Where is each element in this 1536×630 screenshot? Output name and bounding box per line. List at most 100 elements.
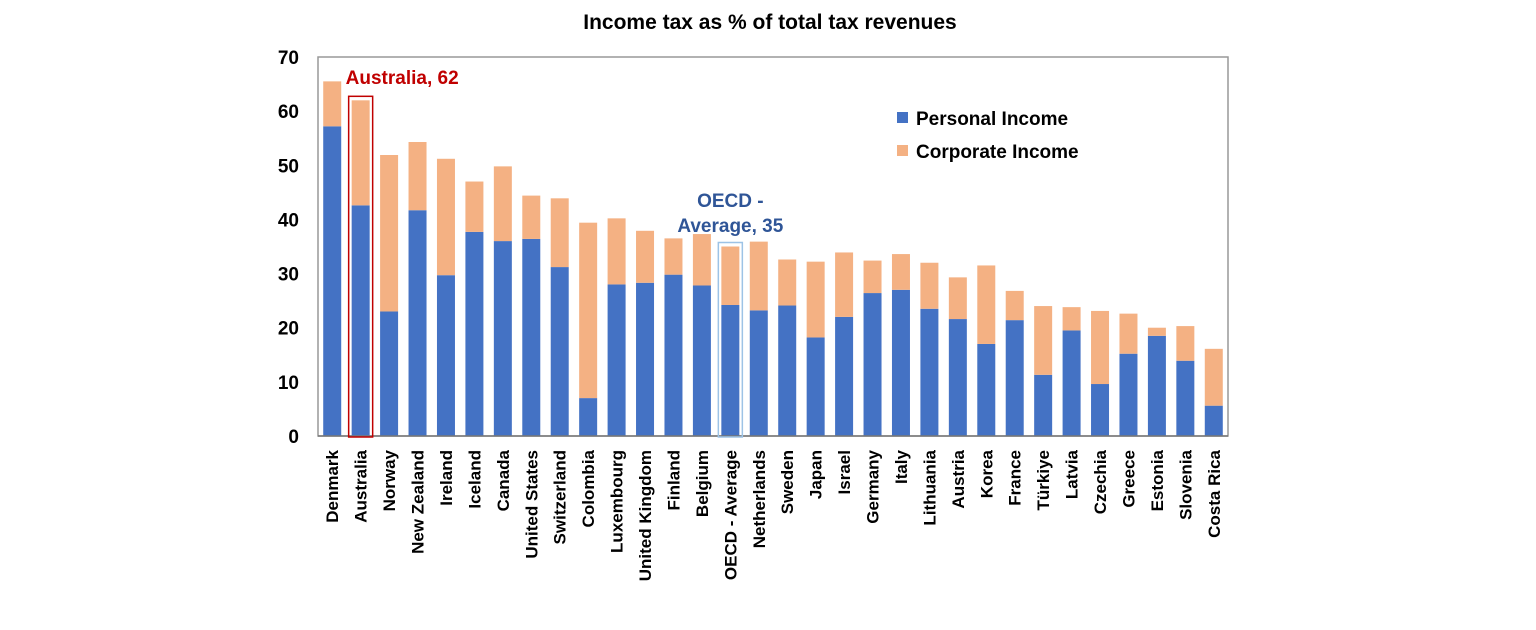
bar-personal: [380, 311, 399, 436]
bar-personal: [1147, 335, 1166, 436]
bar-corporate: [692, 234, 711, 286]
bar-corporate: [465, 181, 484, 232]
y-tick-label: 70: [278, 48, 299, 69]
chart-title: Income tax as % of total tax revenues: [583, 11, 956, 34]
bar-personal: [607, 284, 626, 436]
bar-personal: [636, 282, 655, 436]
bar-personal: [977, 343, 996, 436]
y-tick-label: 40: [278, 210, 299, 231]
x-tick-label: Denmark: [323, 449, 342, 522]
x-tick-label: Switzerland: [551, 450, 570, 544]
bar-corporate: [323, 81, 342, 127]
x-tick-label: Australia: [352, 449, 371, 522]
x-tick-label: Lithuania: [920, 449, 939, 525]
x-tick-label: Israel: [835, 450, 854, 494]
bar-corporate: [948, 277, 967, 320]
x-tick-label: Japan: [807, 450, 826, 499]
bar-personal: [579, 398, 598, 436]
bar-corporate: [1005, 290, 1024, 321]
bar-corporate: [493, 166, 512, 242]
bar-corporate: [408, 142, 427, 211]
bar-corporate: [607, 218, 626, 285]
legend-label-personal: Personal Income: [916, 109, 1068, 130]
x-tick-label: Norway: [380, 449, 399, 511]
bar-corporate: [1119, 313, 1138, 354]
y-axis: 0 10 20 30 40 50 60 70: [278, 48, 299, 448]
bar-personal: [1005, 320, 1024, 436]
x-tick-label: Canada: [494, 449, 513, 511]
x-tick-label: United States: [522, 450, 541, 559]
bar-personal: [436, 275, 455, 436]
bar-corporate: [920, 262, 939, 309]
bar-personal: [721, 304, 740, 436]
bar-corporate: [1034, 306, 1053, 375]
bar-personal: [1091, 384, 1110, 436]
bar-corporate: [1091, 310, 1110, 385]
bar-personal: [664, 274, 683, 436]
bar-corporate: [579, 222, 598, 399]
x-tick-label: Costa Rica: [1205, 449, 1224, 537]
bar-personal: [1176, 360, 1195, 436]
x-axis: Denmark Australia Norway New Zealand Ireland…: [318, 435, 1228, 581]
y-tick-label: 20: [278, 319, 299, 340]
bar-personal: [323, 126, 342, 436]
highlight-box-australia: [347, 95, 374, 438]
bar-corporate: [522, 195, 541, 239]
bar-personal: [920, 308, 939, 436]
bar-corporate: [977, 265, 996, 344]
legend-label-corporate: Corporate Income: [916, 142, 1079, 163]
bar-personal: [1204, 405, 1223, 436]
annotations: Australia, 62 OECD - Average, 35: [346, 68, 784, 438]
bar-corporate: [664, 238, 683, 275]
annotation-australia: Australia, 62: [346, 68, 459, 89]
bar-corporate: [721, 246, 740, 305]
x-tick-label: Belgium: [693, 450, 712, 517]
x-tick-label: Korea: [977, 449, 996, 498]
x-tick-label: Estonia: [1148, 449, 1167, 511]
bar-corporate: [806, 261, 825, 338]
bar-personal: [351, 205, 370, 436]
bar-personal: [778, 305, 797, 436]
bar-corporate: [436, 158, 455, 276]
x-tick-label: OECD - Average: [721, 450, 740, 580]
bar-corporate: [636, 230, 655, 283]
x-tick-label: Netherlands: [750, 450, 769, 548]
x-tick-label: Sweden: [778, 450, 797, 514]
x-tick-label: Türkiye: [1034, 450, 1053, 510]
annotation-oecd-line1: OECD -: [697, 191, 764, 212]
bar-corporate: [351, 100, 370, 206]
x-tick-label: Austria: [949, 449, 968, 508]
x-tick-label: New Zealand: [409, 450, 428, 554]
x-tick-label: Finland: [664, 450, 683, 510]
bar-personal: [891, 289, 910, 436]
x-tick-label: Latvia: [1063, 449, 1082, 499]
bar-personal: [948, 319, 967, 436]
highlight-box-oecd: [717, 241, 744, 438]
x-tick-label: Greece: [1119, 450, 1138, 508]
bar-corporate: [835, 252, 854, 317]
bar-personal: [863, 293, 882, 436]
bar-corporate: [1147, 327, 1166, 336]
bar-personal: [835, 316, 854, 436]
bar-personal: [408, 210, 427, 436]
y-tick-label: 50: [278, 156, 299, 177]
bar-personal: [550, 267, 569, 436]
x-tick-label: Iceland: [465, 450, 484, 509]
bar-corporate: [550, 198, 569, 268]
x-tick-label: Germany: [864, 449, 883, 523]
x-tick-label: Slovenia: [1176, 449, 1195, 519]
y-tick-label: 30: [278, 265, 299, 286]
x-tick-label: United Kingdom: [636, 450, 655, 581]
y-tick-label: 60: [278, 102, 299, 123]
bar-personal: [1062, 330, 1081, 436]
bar-corporate: [891, 254, 910, 290]
bar-corporate: [749, 241, 768, 311]
bar-personal: [522, 238, 541, 436]
bar-personal: [465, 231, 484, 436]
x-tick-label: Italy: [892, 449, 911, 484]
annotation-oecd-line2: Average, 35: [677, 216, 783, 237]
bar-corporate: [863, 260, 882, 294]
bar-personal: [1119, 353, 1138, 436]
bar-personal: [1034, 374, 1053, 436]
